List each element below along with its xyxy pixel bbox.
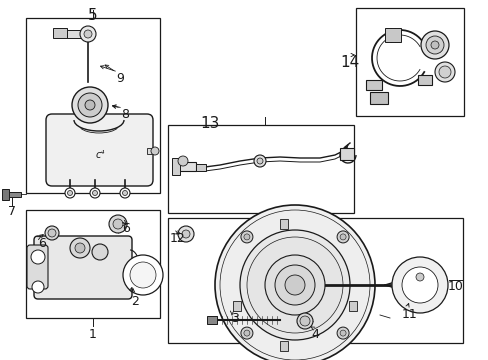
Bar	[348, 301, 357, 311]
Circle shape	[72, 87, 108, 123]
Circle shape	[80, 26, 96, 42]
Bar	[172, 158, 180, 175]
FancyBboxPatch shape	[27, 245, 48, 289]
Circle shape	[253, 155, 265, 167]
Circle shape	[420, 31, 448, 59]
Bar	[196, 164, 205, 171]
FancyBboxPatch shape	[34, 236, 132, 299]
Circle shape	[339, 234, 346, 240]
Circle shape	[299, 316, 309, 326]
Text: 5: 5	[88, 8, 98, 23]
Bar	[2, 189, 9, 200]
Circle shape	[109, 215, 127, 233]
Circle shape	[70, 238, 90, 258]
Circle shape	[122, 190, 127, 195]
Circle shape	[339, 330, 346, 336]
Circle shape	[78, 93, 102, 117]
Bar	[280, 341, 287, 351]
Circle shape	[123, 255, 163, 295]
Bar	[174, 162, 196, 171]
Circle shape	[336, 327, 348, 339]
Text: 1: 1	[89, 328, 97, 341]
Circle shape	[151, 147, 159, 155]
Text: 8: 8	[121, 108, 129, 121]
Circle shape	[430, 41, 438, 49]
Circle shape	[120, 188, 130, 198]
Circle shape	[178, 156, 187, 166]
Bar	[369, 92, 387, 104]
Bar	[384, 28, 400, 42]
Circle shape	[75, 243, 85, 253]
Bar	[26, 18, 160, 193]
Circle shape	[246, 237, 342, 333]
Circle shape	[92, 190, 97, 195]
Circle shape	[257, 158, 263, 164]
Circle shape	[401, 267, 437, 303]
Text: 11: 11	[401, 308, 417, 321]
Circle shape	[391, 257, 447, 313]
Bar	[3, 192, 21, 197]
Text: 13: 13	[200, 116, 219, 131]
Text: 3: 3	[231, 312, 239, 325]
Circle shape	[415, 273, 423, 281]
Circle shape	[296, 313, 312, 329]
Circle shape	[240, 230, 349, 340]
Circle shape	[285, 275, 305, 295]
Bar	[355, 8, 463, 116]
Circle shape	[425, 36, 443, 54]
Text: 6: 6	[122, 222, 130, 235]
Circle shape	[45, 226, 59, 240]
Circle shape	[178, 226, 194, 242]
Circle shape	[438, 66, 450, 78]
Bar	[26, 210, 160, 318]
Circle shape	[241, 231, 252, 243]
Bar	[206, 316, 217, 324]
Text: 10: 10	[447, 280, 463, 293]
Text: 2: 2	[131, 295, 139, 308]
Text: c⁴: c⁴	[95, 150, 104, 160]
Text: 9: 9	[116, 72, 123, 85]
Bar	[339, 148, 353, 160]
Bar	[232, 301, 240, 311]
Text: 14: 14	[340, 55, 359, 70]
Circle shape	[220, 210, 369, 360]
Circle shape	[113, 219, 123, 229]
Bar	[147, 148, 155, 154]
Circle shape	[274, 265, 314, 305]
Circle shape	[84, 30, 92, 38]
Circle shape	[241, 327, 252, 339]
Circle shape	[65, 188, 75, 198]
Circle shape	[182, 230, 190, 238]
Bar	[417, 75, 431, 85]
Circle shape	[85, 100, 95, 110]
Bar	[280, 219, 287, 229]
Circle shape	[92, 244, 108, 260]
Circle shape	[244, 330, 249, 336]
Text: 6: 6	[38, 237, 46, 250]
Circle shape	[434, 62, 454, 82]
Text: 7: 7	[8, 205, 16, 218]
Bar	[168, 125, 353, 213]
Circle shape	[90, 188, 100, 198]
Circle shape	[336, 231, 348, 243]
Circle shape	[215, 205, 374, 360]
Bar	[67, 30, 85, 38]
Circle shape	[48, 229, 56, 237]
Bar	[168, 218, 462, 343]
Circle shape	[244, 234, 249, 240]
Circle shape	[130, 262, 156, 288]
Circle shape	[264, 255, 325, 315]
Text: 12: 12	[170, 232, 185, 245]
Circle shape	[32, 281, 44, 293]
Text: 4: 4	[310, 328, 318, 341]
Circle shape	[31, 250, 45, 264]
FancyBboxPatch shape	[46, 114, 153, 186]
Circle shape	[67, 190, 72, 195]
Bar	[53, 28, 67, 38]
Bar	[365, 80, 381, 90]
